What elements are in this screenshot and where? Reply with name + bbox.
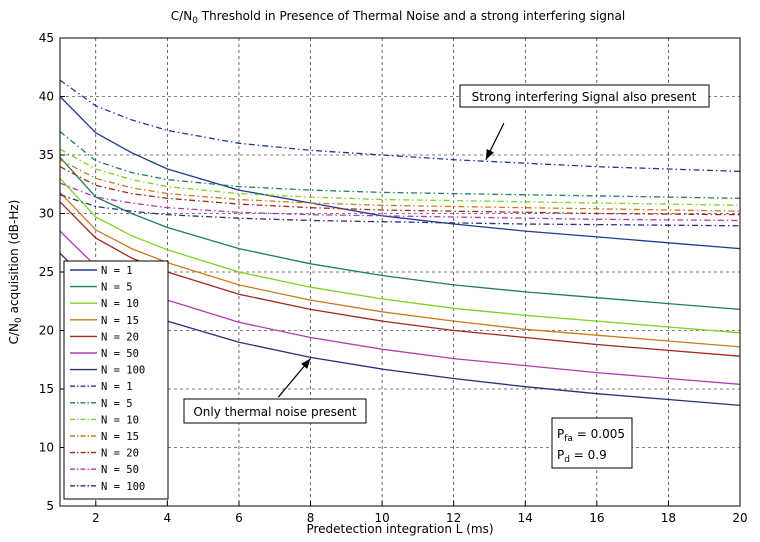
legend-label: N = 1 [101, 381, 133, 393]
legend-frame [63, 260, 169, 500]
interfering-label-box [459, 84, 710, 108]
legend-label: N = 100 [101, 365, 145, 377]
y-tick-label: 45 [39, 31, 54, 45]
x-tick-label: 6 [235, 511, 243, 525]
plot-frame [59, 37, 741, 507]
series-line-12 [59, 182, 741, 222]
series-line-13 [59, 194, 741, 227]
legend-label: N = 10 [101, 414, 139, 426]
legend: N = 1 N = 5 N = 10 N = 15 N = 20 N = 50 N = 10… [63, 260, 169, 500]
thermal-label-box [183, 398, 367, 424]
series-line-8 [59, 131, 741, 199]
y-tick-label: 20 [39, 324, 54, 338]
x-tick-label: 20 [732, 511, 747, 525]
thermal-arrowhead [301, 358, 311, 369]
legend-label: N = 5 [101, 282, 133, 294]
x-tick-label: 4 [164, 511, 172, 525]
params-box-frame [551, 417, 633, 469]
series-line-9 [59, 148, 741, 206]
series-line-0 [59, 96, 741, 250]
y-tick-label: 30 [39, 207, 54, 221]
x-tick-label: 10 [374, 511, 389, 525]
y-tick-label: 10 [39, 441, 54, 455]
tick-labels: 2 4 6 8 10 12 14 16 18 20 5 10 15 20 25 30 35 40 45 [39, 31, 748, 525]
legend-label: N = 10 [101, 298, 139, 310]
legend-label: N = 100 [101, 481, 145, 493]
legend-label: N = 20 [101, 331, 139, 343]
y-axis-label: C/N0 acquisition (dB-Hz) [7, 200, 24, 345]
x-axis-label: Predetection integration L (ms) [306, 522, 493, 536]
y-tick-label: 25 [39, 265, 54, 279]
x-tick-label: 18 [661, 511, 676, 525]
y-tick-label: 15 [39, 382, 54, 396]
legend-label: N = 50 [101, 348, 139, 360]
x-tick-label: 12 [446, 511, 461, 525]
x-tick-label: 8 [307, 511, 315, 525]
pd-text: Pd = 0.9 [557, 448, 607, 465]
series-line-10 [59, 159, 741, 212]
thermal-label: Only thermal noise present [193, 405, 357, 419]
y-tick-label: 5 [46, 499, 54, 513]
series-line-2 [59, 177, 741, 334]
y-tick-label: 40 [39, 90, 54, 104]
series-line-11 [59, 166, 741, 216]
thermal-annotation: Only thermal noise present [183, 358, 367, 424]
chart-title: C/N0 Threshold in Presence of Thermal No… [171, 9, 625, 26]
y-tick-label: 35 [39, 148, 54, 162]
interfering-arrowhead [485, 148, 494, 160]
legend-label: N = 50 [101, 464, 139, 476]
series-line-7 [59, 79, 741, 173]
x-tick-label: 16 [589, 511, 604, 525]
series-line-3 [59, 191, 741, 348]
legend-label: N = 15 [101, 431, 139, 443]
legend-label: N = 20 [101, 448, 139, 460]
interfering-annotation: Strong interfering Signal also present [459, 84, 710, 160]
params-box: Pfa = 0.005 Pd = 0.9 [551, 417, 633, 469]
series-line-4 [59, 201, 741, 357]
x-tick-label: 2 [92, 511, 100, 525]
legend-label: N = 1 [101, 265, 133, 277]
pfa-text: Pfa = 0.005 [557, 427, 625, 444]
legend-label: N = 15 [101, 315, 139, 327]
interfering-label: Strong interfering Signal also present [472, 90, 697, 104]
x-tick-label: 14 [518, 511, 533, 525]
legend-label: N = 5 [101, 398, 133, 410]
